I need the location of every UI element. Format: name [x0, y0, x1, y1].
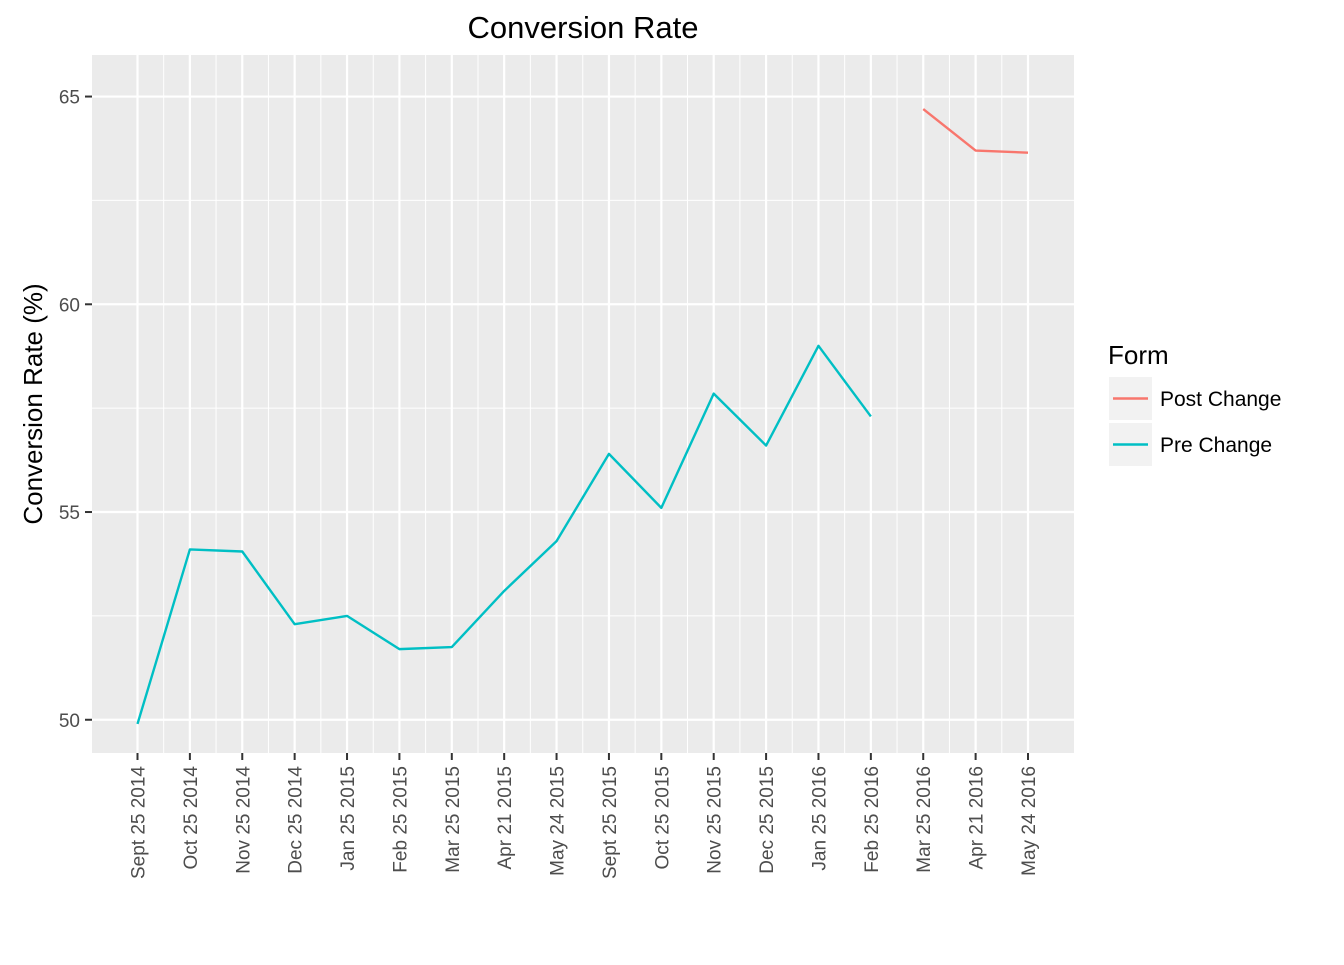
legend: Form Post Change Pre Change [1108, 340, 1281, 466]
y-axis-title: Conversion Rate (%) [18, 283, 48, 524]
x-tick-label: Sept 25 2015 [600, 766, 621, 879]
series-layer [136, 108, 1029, 725]
x-tick-label: May 24 2016 [1019, 766, 1040, 876]
x-tick-label: Nov 25 2015 [705, 766, 726, 874]
y-tick-label: 55 [59, 503, 80, 524]
x-tick-label: Sept 25 2014 [129, 766, 150, 879]
x-tick-label: Oct 25 2015 [652, 766, 673, 870]
x-tick-label: Feb 25 2016 [862, 766, 883, 873]
x-tick-label: Apr 21 2016 [967, 766, 988, 870]
y-tick-label: 50 [59, 711, 80, 732]
x-tick-label: Mar 25 2015 [443, 766, 464, 873]
x-tick-label: Jan 25 2015 [338, 766, 359, 871]
grid-minor [92, 55, 1074, 753]
x-tick-label: Apr 21 2015 [495, 766, 516, 870]
x-tick-label: Mar 25 2016 [914, 766, 935, 873]
x-tick-label: Nov 25 2014 [233, 766, 254, 874]
y-tick-label: 60 [59, 295, 80, 316]
grid-major [92, 55, 1074, 753]
legend-label: Post Change [1160, 388, 1281, 411]
x-tick-label: Oct 25 2014 [181, 766, 202, 870]
x-tick-label: Dec 25 2014 [286, 766, 307, 874]
x-tick-label: May 24 2015 [548, 766, 569, 876]
legend-label: Pre Change [1160, 434, 1272, 457]
y-axis: 50 55 60 65 [59, 88, 92, 732]
x-tick-label: Jan 25 2016 [809, 766, 830, 871]
y-tick-label: 65 [59, 88, 80, 109]
x-tick-label: Dec 25 2015 [757, 766, 778, 874]
legend-title: Form [1108, 340, 1169, 370]
series-line-post-change [922, 108, 1029, 154]
chart-title: Conversion Rate [468, 10, 699, 45]
legend-items: Post Change Pre Change [1109, 377, 1281, 466]
x-axis: Sept 25 2014 Oct 25 2014 Nov 25 2014 Dec 25… [129, 753, 1040, 879]
x-tick-label: Feb 25 2015 [390, 766, 411, 873]
series-line-pre-change [136, 344, 872, 725]
